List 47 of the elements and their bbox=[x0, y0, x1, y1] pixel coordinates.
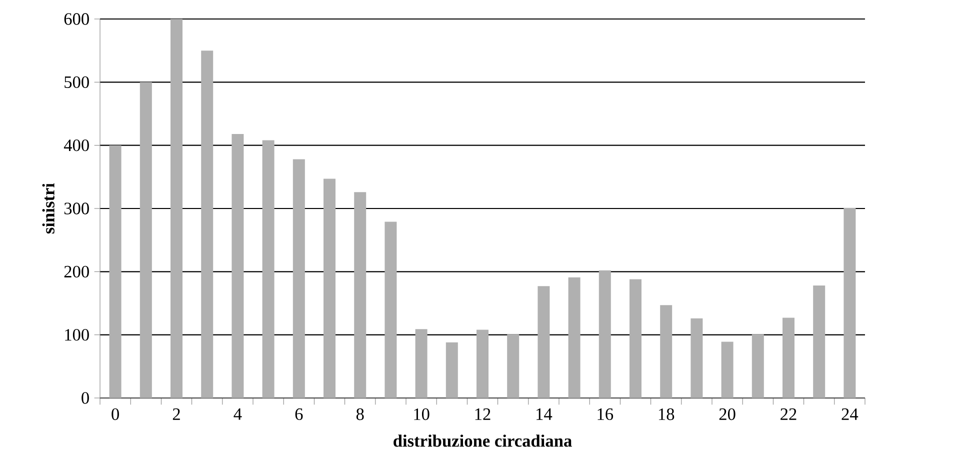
x-tick-label: 6 bbox=[295, 408, 303, 420]
bar bbox=[262, 140, 274, 398]
x-tick-label: 8 bbox=[356, 408, 364, 420]
bar bbox=[354, 192, 366, 398]
bar bbox=[476, 330, 489, 398]
bar bbox=[446, 342, 458, 398]
x-tick-label: 2 bbox=[172, 408, 180, 420]
bar bbox=[324, 178, 336, 398]
x-tick-label: 0 bbox=[112, 408, 119, 420]
bar bbox=[538, 286, 550, 398]
bar bbox=[507, 334, 520, 398]
bar bbox=[844, 208, 856, 398]
y-tick-label: 200 bbox=[64, 266, 89, 278]
x-tick-label: 20 bbox=[719, 408, 736, 420]
bar bbox=[721, 342, 734, 398]
bar bbox=[170, 19, 183, 398]
x-tick-label: 16 bbox=[598, 408, 614, 420]
y-tick-label: 400 bbox=[64, 139, 89, 152]
bar bbox=[752, 334, 764, 398]
bar bbox=[598, 270, 611, 398]
y-axis-title: sinistri bbox=[42, 183, 54, 234]
bar bbox=[690, 318, 703, 398]
x-tick-label: 4 bbox=[234, 408, 242, 420]
x-tick-label: 24 bbox=[842, 408, 858, 420]
x-tick-label: 12 bbox=[475, 408, 490, 420]
x-axis-title: distribuzione circadiana bbox=[394, 434, 572, 447]
y-tick-label: 0 bbox=[82, 392, 89, 404]
bar bbox=[140, 82, 152, 398]
y-tick-label: 500 bbox=[64, 76, 89, 88]
bar bbox=[232, 134, 244, 398]
bar bbox=[384, 222, 397, 398]
x-tick-label: 10 bbox=[414, 408, 430, 420]
x-tick-label: 18 bbox=[658, 408, 674, 420]
bar bbox=[415, 329, 428, 398]
bar bbox=[109, 145, 122, 398]
bar bbox=[201, 50, 214, 398]
x-tick-label: 22 bbox=[780, 408, 796, 420]
bar bbox=[660, 305, 672, 398]
y-tick-label: 100 bbox=[65, 328, 89, 341]
bar bbox=[782, 318, 795, 398]
bar bbox=[292, 159, 305, 398]
bar bbox=[630, 279, 642, 398]
x-tick-label: 14 bbox=[536, 408, 552, 420]
y-tick-label: 600 bbox=[64, 13, 89, 25]
y-tick-label: 300 bbox=[64, 202, 89, 214]
bar bbox=[568, 277, 580, 398]
bar bbox=[813, 286, 826, 398]
